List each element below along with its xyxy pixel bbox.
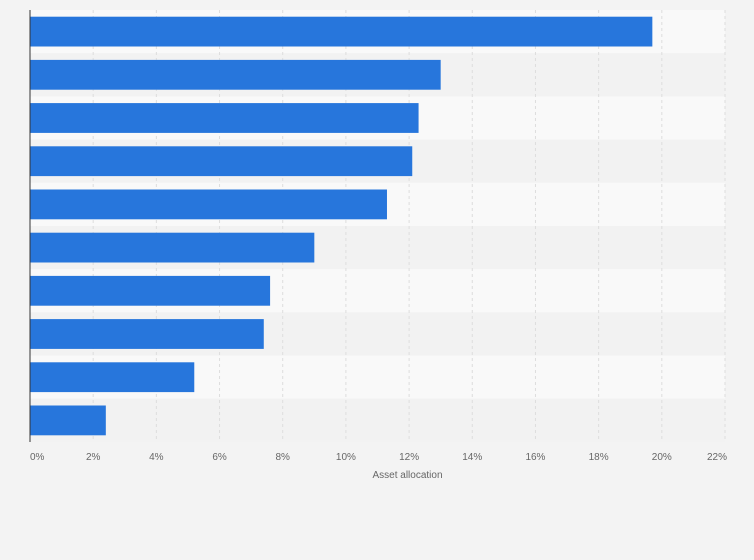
- bar: [30, 59, 441, 90]
- bar: [30, 146, 413, 177]
- bars: [30, 16, 653, 436]
- bar: [30, 232, 315, 263]
- bar: [30, 319, 264, 349]
- bar: [30, 103, 419, 133]
- bar: [30, 16, 653, 47]
- x-axis-tick-labels: 0% 2% 4% 6% 8% 10% 12% 14% 16% 18% 20% 22%: [30, 452, 727, 463]
- x-tick-label: 2%: [86, 452, 101, 463]
- x-tick-label: 12%: [399, 452, 419, 463]
- x-tick-label: 20%: [652, 452, 672, 463]
- x-tick-label: 16%: [525, 452, 545, 463]
- bar: [30, 189, 387, 220]
- x-tick-label: 4%: [149, 452, 164, 463]
- x-tick-label: 18%: [589, 452, 609, 463]
- x-tick-label: 22%: [707, 452, 727, 463]
- x-tick-label: 6%: [212, 452, 227, 463]
- x-tick-label: 14%: [462, 452, 482, 463]
- row-band: [30, 398, 725, 442]
- bar: [30, 362, 195, 393]
- x-tick-label: 0%: [30, 452, 45, 463]
- bar: [30, 405, 106, 436]
- bar: [30, 275, 271, 306]
- x-axis-title: Asset allocation: [372, 470, 442, 481]
- x-tick-label: 8%: [276, 452, 291, 463]
- x-tick-label: 10%: [336, 452, 356, 463]
